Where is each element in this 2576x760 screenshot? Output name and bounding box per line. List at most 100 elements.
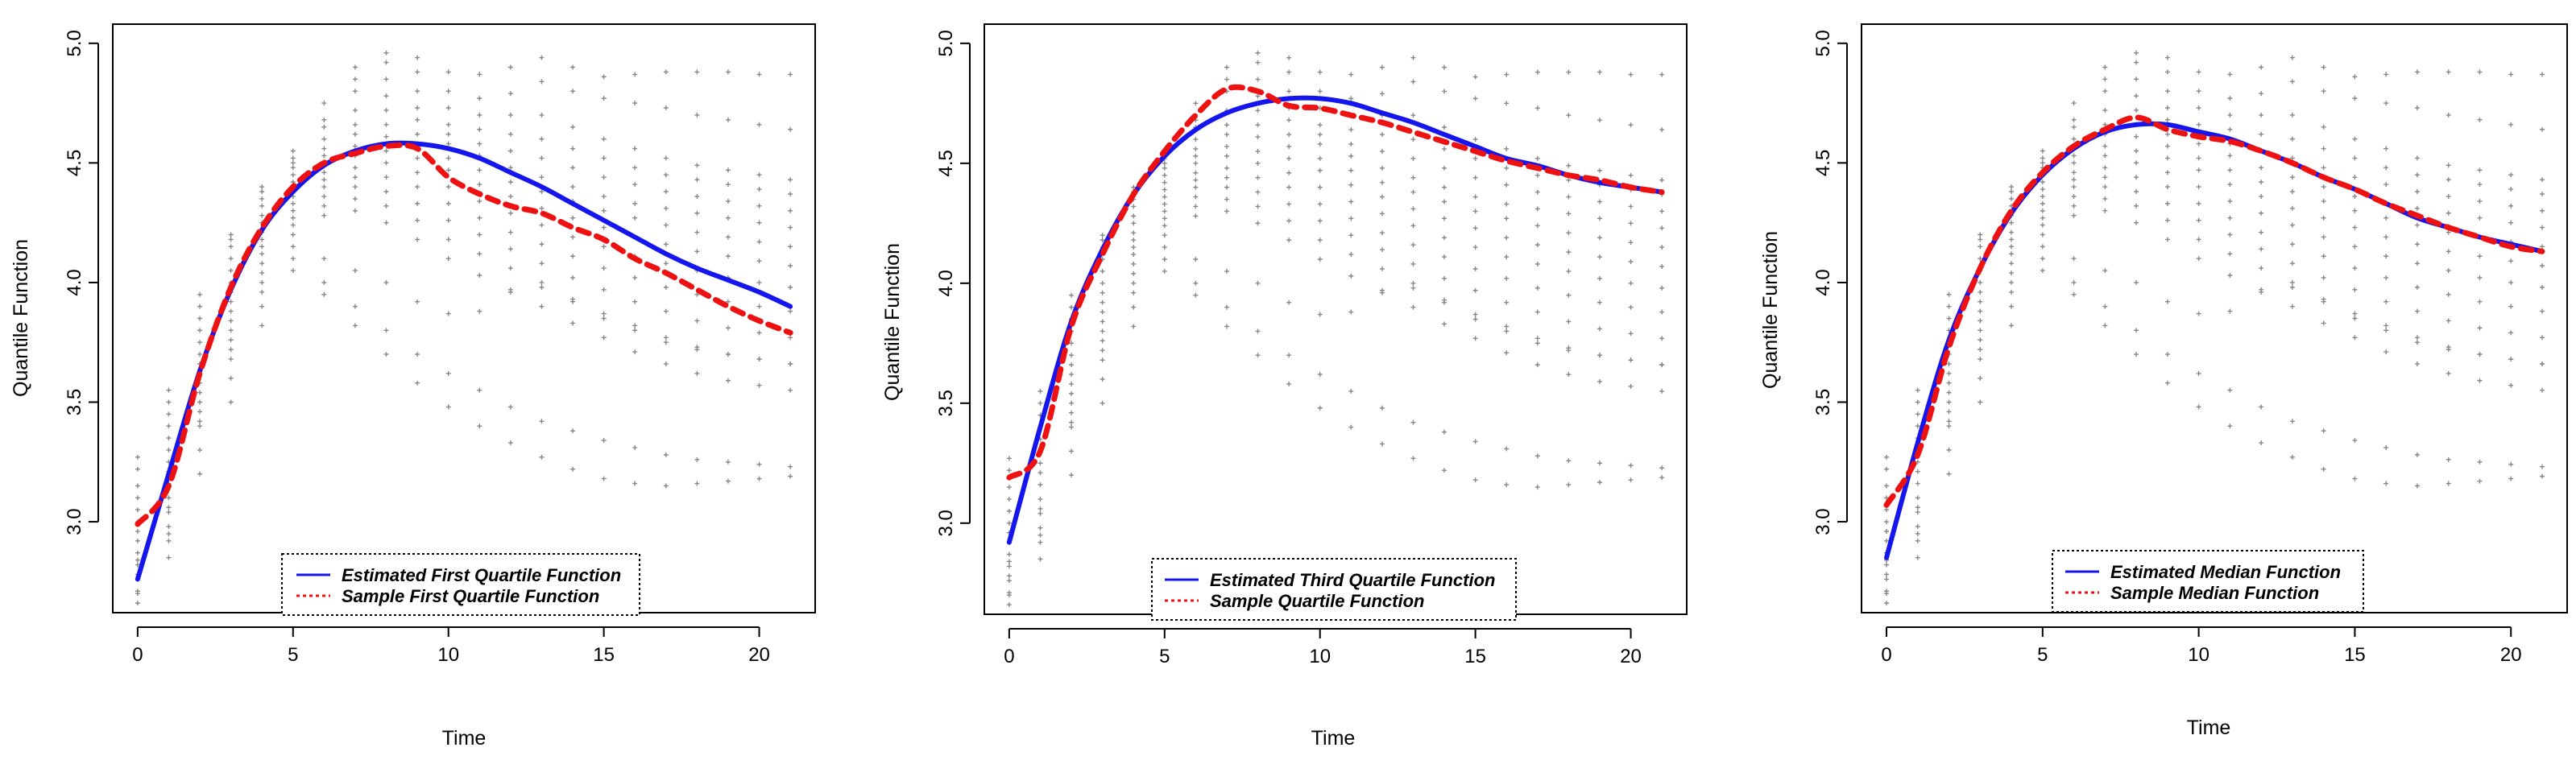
observation-point — [1286, 353, 1292, 358]
observation-point — [570, 234, 576, 240]
observation-point — [1069, 381, 1075, 386]
observation-point — [632, 323, 638, 328]
observation-point — [1534, 172, 1540, 178]
observation-point — [601, 438, 607, 444]
observation-points — [135, 50, 793, 606]
observation-point — [477, 198, 482, 204]
observation-point — [166, 423, 172, 429]
observation-point — [756, 330, 762, 336]
observation-point — [1915, 505, 1920, 510]
observation-point — [2102, 153, 2108, 159]
observation-point — [1597, 216, 1602, 221]
observation-point — [228, 318, 234, 324]
observation-point — [383, 220, 389, 225]
observation-point — [756, 258, 762, 264]
observation-point — [1317, 238, 1323, 243]
observation-point — [694, 229, 700, 235]
observation-point — [788, 284, 793, 290]
y-tick-label: 5.0 — [935, 30, 957, 56]
observation-point — [1069, 410, 1075, 415]
observation-point — [259, 304, 265, 309]
observation-point — [694, 347, 700, 353]
observation-point — [1193, 213, 1199, 219]
x-tick-label: 20 — [2500, 644, 2522, 666]
observation-point — [1566, 348, 1572, 353]
observation-point — [1442, 468, 1447, 473]
observation-point — [2383, 101, 2389, 106]
observation-point — [1472, 245, 1478, 250]
observation-point — [663, 340, 669, 345]
observation-point — [383, 203, 389, 209]
observation-point — [1534, 485, 1540, 490]
observation-point — [445, 256, 451, 262]
observation-point — [1472, 137, 1478, 142]
observation-point — [1037, 496, 1043, 502]
observation-point — [1193, 160, 1199, 166]
observation-point — [2508, 304, 2514, 309]
observation-point — [2508, 357, 2514, 362]
observation-point — [1504, 324, 1510, 329]
observation-point — [1946, 409, 1952, 415]
observation-point — [694, 370, 700, 376]
observation-point — [2134, 352, 2139, 357]
observation-point — [477, 126, 482, 132]
observation-point — [2259, 289, 2264, 295]
x-tick-label: 10 — [1309, 646, 1331, 667]
observation-point — [2289, 155, 2295, 161]
observation-point — [2321, 299, 2326, 304]
observation-point — [1472, 225, 1478, 231]
observation-point — [632, 299, 638, 304]
legend-box — [1151, 558, 1517, 621]
observation-point — [197, 471, 203, 477]
observation-point — [1946, 471, 1952, 477]
observation-point — [1069, 353, 1075, 358]
observation-point — [1037, 470, 1043, 476]
observation-point — [2446, 69, 2451, 75]
observation-point — [1100, 309, 1105, 315]
observation-point — [2414, 284, 2420, 290]
observation-point — [2383, 349, 2389, 355]
observation-point — [2446, 229, 2451, 235]
observation-point — [1410, 280, 1416, 286]
observation-point — [477, 112, 482, 118]
observation-point — [2321, 124, 2326, 130]
observation-point — [1379, 266, 1385, 271]
observation-point — [1915, 387, 1920, 393]
observation-point — [756, 382, 762, 388]
observation-point — [601, 316, 607, 321]
observation-point — [1472, 312, 1478, 317]
observation-point — [1037, 525, 1043, 531]
observation-point — [1379, 405, 1385, 411]
observation-point — [507, 91, 513, 97]
observation-point — [1410, 261, 1416, 266]
observation-point — [2164, 200, 2170, 206]
observation-point — [756, 476, 762, 481]
observation-point — [383, 76, 389, 82]
observation-point — [2071, 101, 2077, 106]
observation-point — [1100, 280, 1105, 286]
observation-point — [228, 268, 234, 274]
observation-point — [228, 399, 234, 405]
observation-point — [2352, 287, 2358, 292]
observation-point — [1534, 362, 1540, 368]
observation-point — [2164, 380, 2170, 386]
observation-point — [2040, 180, 2045, 185]
observation-point — [2009, 244, 2015, 250]
observation-point — [2259, 229, 2264, 235]
chart-panel-median: Time Quantile Function 0 5 10 15 20 3.0 3.5 4.0… — [1759, 23, 2568, 739]
observation-point — [2196, 89, 2201, 94]
observation-point — [415, 105, 420, 111]
observation-point — [2477, 275, 2483, 280]
observation-point — [1946, 447, 1952, 452]
observation-point — [2196, 237, 2201, 242]
observation-point — [2321, 198, 2326, 204]
observation-point — [694, 249, 700, 254]
observation-point — [1162, 268, 1167, 274]
observation-point — [2196, 404, 2201, 410]
observation-point — [1915, 399, 1920, 405]
observation-point — [2289, 261, 2295, 266]
observation-point — [1317, 141, 1323, 147]
observation-point — [2040, 160, 2045, 166]
observation-point — [2134, 76, 2139, 82]
observation-point — [166, 555, 172, 560]
